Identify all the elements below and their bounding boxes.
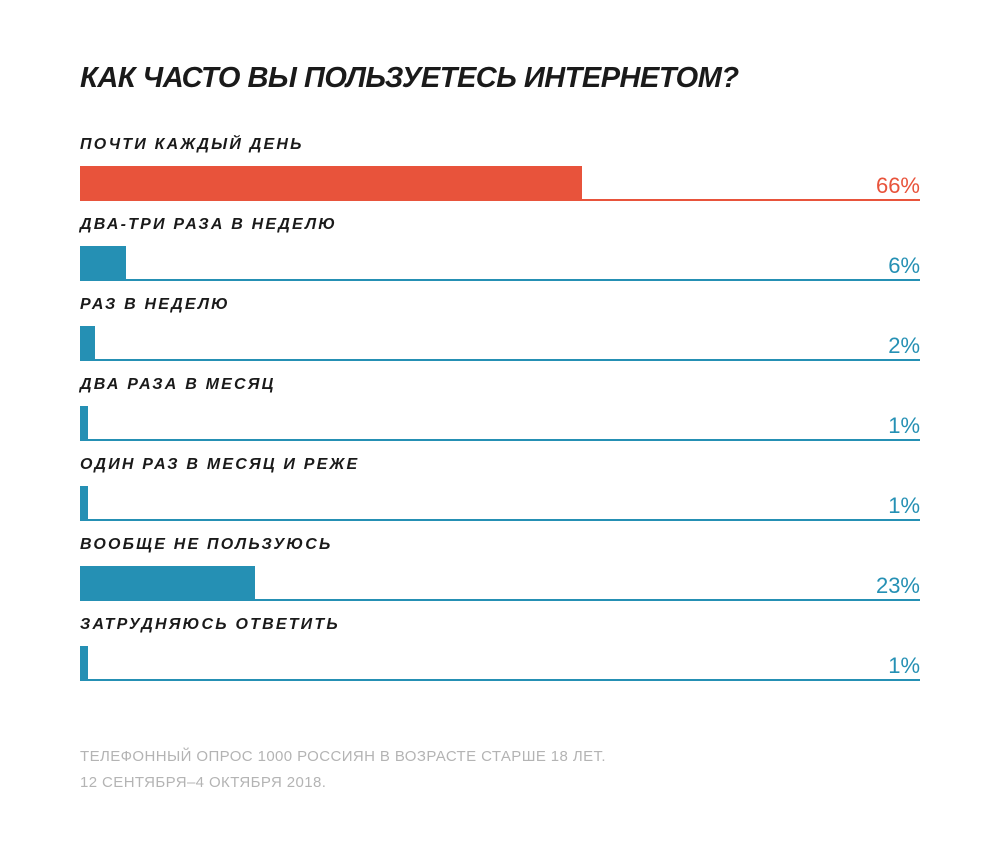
- source-note: ТЕЛЕФОННЫЙ ОПРОС 1000 РОССИЯН В ВОЗРАСТЕ…: [80, 744, 606, 796]
- bar-row: ВООБЩЕ НЕ ПОЛЬЗУЮСЬ 23%: [80, 532, 920, 612]
- bar-row: ЗАТРУДНЯЮСЬ ОТВЕТИТЬ 1%: [80, 612, 920, 692]
- bar-category-label: РАЗ В НЕДЕЛЮ: [80, 296, 231, 313]
- bar-track: 66%: [80, 166, 920, 201]
- bar-category-label: ДВА-ТРИ РАЗА В НЕДЕЛЮ: [80, 216, 338, 233]
- bar-value-label: 1%: [888, 493, 920, 518]
- bar: [80, 566, 256, 601]
- bar-row: РАЗ В НЕДЕЛЮ 2%: [80, 292, 920, 372]
- bar-baseline: [80, 279, 920, 281]
- bar-row: ДВА РАЗА В МЕСЯЦ 1%: [80, 372, 920, 452]
- bar-category-label: ЗАТРУДНЯЮСЬ ОТВЕТИТЬ: [80, 616, 340, 633]
- bar-row: ОДИН РАЗ В МЕСЯЦ И РЕЖЕ 1%: [80, 452, 920, 532]
- bar-value-label: 23%: [875, 573, 920, 598]
- bar-category-label: ДВА РАЗА В МЕСЯЦ: [80, 376, 276, 393]
- bar-value-label: 2%: [888, 333, 920, 358]
- bar-baseline: [80, 519, 920, 521]
- bar-chart: ПОЧТИ КАЖДЫЙ ДЕНЬ 66% ДВА-ТРИ РАЗА В НЕДЕЛ…: [80, 132, 920, 692]
- bar-track: 6%: [80, 246, 920, 281]
- bar-track: 1%: [80, 486, 920, 521]
- source-line-1: ТЕЛЕФОННЫЙ ОПРОС 1000 РОССИЯН В ВОЗРАСТЕ…: [80, 748, 606, 765]
- bar-track: 1%: [80, 646, 920, 681]
- bar-row: ДВА-ТРИ РАЗА В НЕДЕЛЮ 6%: [80, 212, 920, 292]
- bar: [80, 246, 126, 281]
- bar: [80, 486, 88, 521]
- bar-value-label: 1%: [888, 653, 920, 678]
- source-line-2: 12 СЕНТЯБРЯ–4 ОКТЯБРЯ 2018.: [80, 774, 327, 791]
- bar: [80, 646, 88, 681]
- bar-category-label: ПОЧТИ КАЖДЫЙ ДЕНЬ: [80, 136, 304, 153]
- bar-value-label: 1%: [888, 413, 920, 438]
- bar: [80, 406, 88, 441]
- chart-title: КАК ЧАСТО ВЫ ПОЛЬЗУЕТЕСЬ ИНТЕРНЕТОМ?: [80, 62, 739, 94]
- bar-baseline: [80, 359, 920, 361]
- bar: [80, 166, 583, 201]
- bar-row: ПОЧТИ КАЖДЫЙ ДЕНЬ 66%: [80, 132, 920, 212]
- bar-value-label: 66%: [875, 173, 920, 198]
- bar-category-label: ОДИН РАЗ В МЕСЯЦ И РЕЖЕ: [80, 456, 360, 473]
- bar-baseline: [80, 599, 920, 601]
- bar-track: 2%: [80, 326, 920, 361]
- bar-baseline: [80, 439, 920, 441]
- bar-category-label: ВООБЩЕ НЕ ПОЛЬЗУЮСЬ: [80, 536, 333, 553]
- bar-baseline: [80, 679, 920, 681]
- bar: [80, 326, 96, 361]
- bar-value-label: 6%: [888, 253, 920, 278]
- bar-track: 1%: [80, 406, 920, 441]
- bar-track: 23%: [80, 566, 920, 601]
